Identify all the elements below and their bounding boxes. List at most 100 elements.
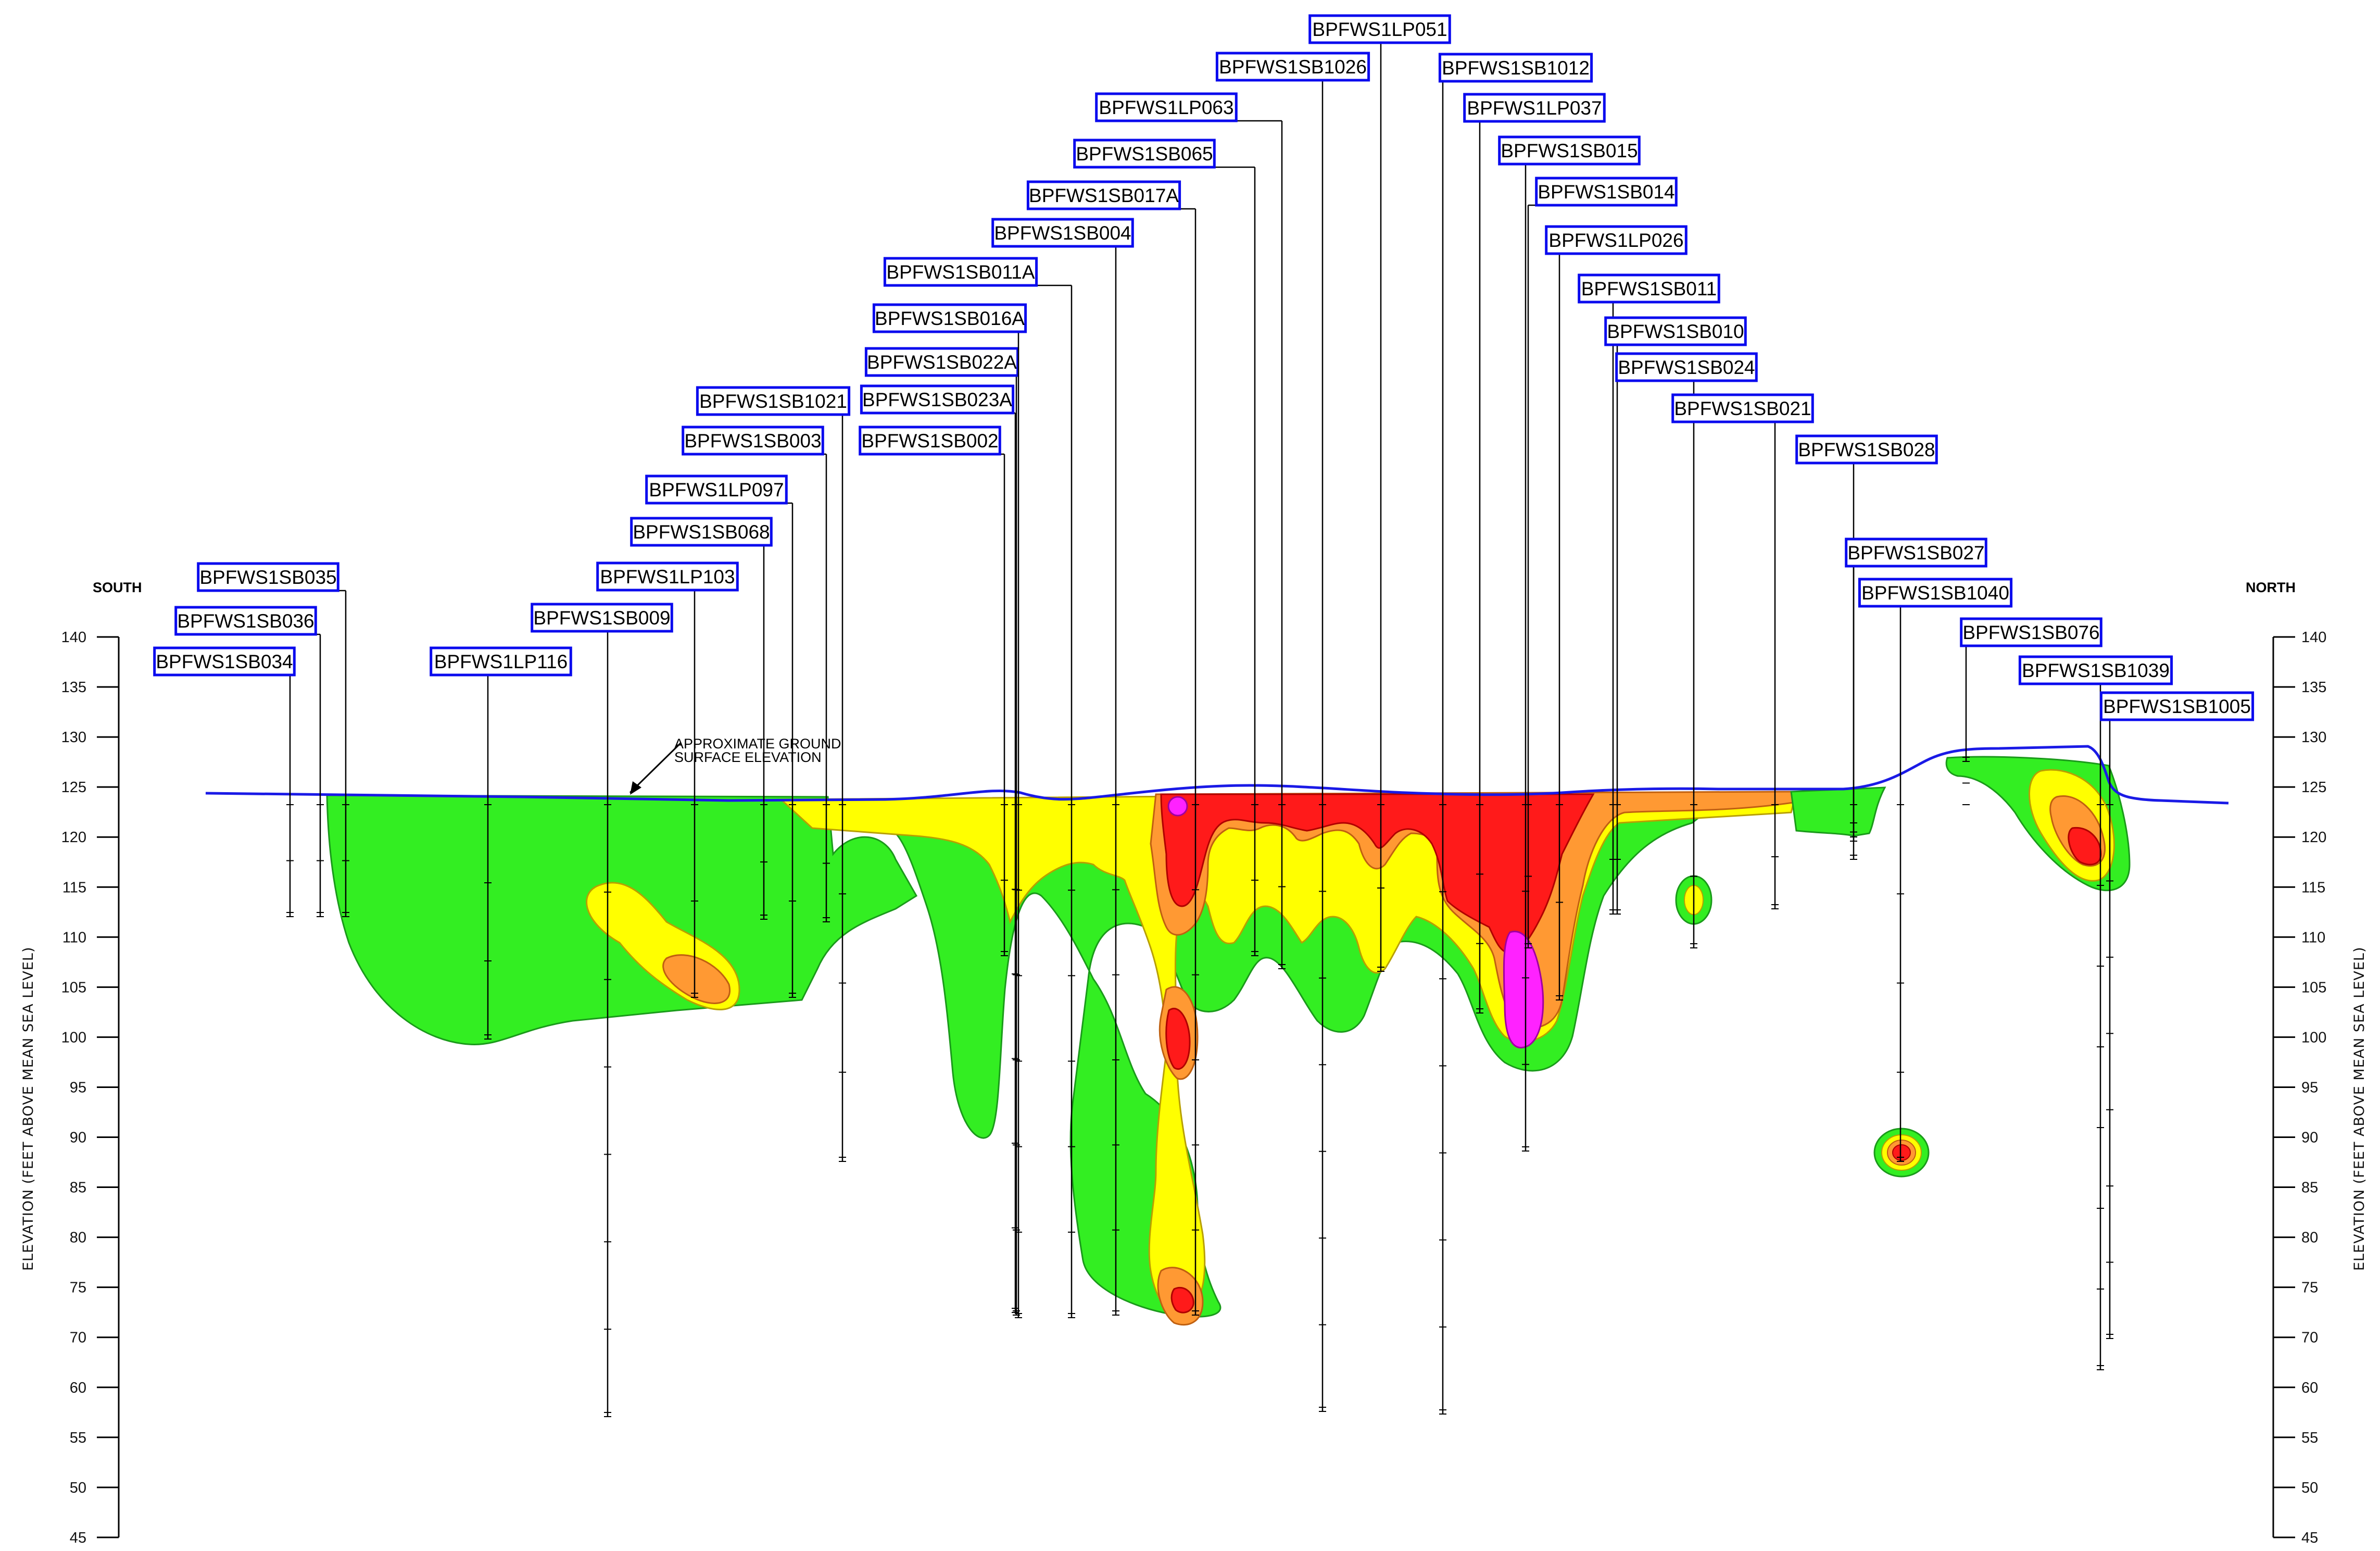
boring-label-box (645, 474, 788, 505)
boring-label: BPFWS1SB014 (1538, 181, 1674, 203)
boring-label: BPFWS1SB002 (861, 430, 998, 452)
boring-label: BPFWS1LP097 (649, 479, 784, 501)
boring-label-box (153, 646, 296, 677)
boring-bpfws1sb021: BPFWS1SB021 (1671, 393, 1814, 909)
left-tick-label: 130 (61, 729, 86, 746)
boring-bpfws1sb1005: BPFWS1SB1005 (2099, 691, 2255, 1339)
boring-bpfws1sb023a: BPFWS1SB023A (860, 384, 1019, 1313)
left-tick-label: 100 (61, 1029, 86, 1046)
boring-label: BPFWS1SB036 (177, 610, 314, 632)
boring-bpfws1sb016a: BPFWS1SB016A (872, 303, 1027, 1318)
boring-bpfws1sb065: BPFWS1SB065 (1073, 139, 1258, 956)
boring-bpfws1sb1021: BPFWS1SB1021 (696, 386, 851, 1162)
boring-bpfws1sb022a: BPFWS1SB022A (864, 347, 1020, 1316)
left-tick-label: 125 (61, 779, 86, 796)
boring-label-box (1615, 352, 1758, 382)
boring-bpfws1sb1039: BPFWS1SB1039 (2018, 655, 2173, 1370)
zone-red-sb1040 (1892, 1144, 1911, 1161)
contamination-zones (326, 756, 2131, 1326)
ground-note-leader (629, 742, 682, 794)
right-tick-label: 90 (2301, 1130, 2318, 1146)
boring-bpfws1lp051: BPFWS1LP051 (1308, 14, 1451, 972)
boring-label: BPFWS1SB1021 (699, 391, 847, 412)
boring-label: BPFWS1SB010 (1607, 321, 1744, 342)
right-tick-label: 60 (2301, 1380, 2318, 1396)
zone-orange-south (662, 954, 731, 1004)
right-tick-label: 135 (2301, 679, 2326, 696)
left-tick-label: 110 (62, 929, 86, 946)
boring-bpfws1sb002: BPFWS1SB002 (859, 426, 1008, 956)
boring-bpfws1sb1040: BPFWS1SB1040 (1858, 578, 2013, 1162)
boring-label-box (630, 517, 773, 547)
boring-label: BPFWS1SB011 (1581, 278, 1717, 299)
boring-label-box (859, 426, 1001, 456)
boring-label: BPFWS1LP026 (1548, 230, 1683, 251)
left-tick-label: 80 (70, 1230, 86, 1246)
ground-note-line-2: SURFACE ELEVATION (674, 749, 822, 765)
zone-red-north (2068, 827, 2102, 866)
boring-label-box (1545, 225, 1688, 255)
boring-label: BPFWS1SB065 (1076, 143, 1213, 165)
boring-bpfws1sb015: BPFWS1SB015 (1498, 135, 1641, 1152)
ground-note: APPROXIMATE GROUND SURFACE ELEVATION (629, 736, 841, 795)
boring-bpfws1sb014: BPFWS1SB014 (1525, 177, 1678, 948)
boring-label-box (1578, 273, 1720, 304)
left-tick-label: 45 (70, 1530, 86, 1546)
boring-label-box (1845, 537, 1987, 568)
boring-bpfws1sb024: BPFWS1SB024 (1615, 352, 1758, 948)
boring-label-box (1498, 135, 1641, 166)
boring-label: BPFWS1SB1039 (2022, 660, 2170, 681)
boring-bpfws1sb034: BPFWS1SB034 (153, 646, 296, 917)
right-tick-label: 105 (2301, 979, 2326, 996)
boring-bpfws1lp103: BPFWS1LP103 (596, 561, 739, 998)
boring-bpfws1lp063: BPFWS1LP063 (1095, 92, 1286, 969)
left-tick-label: 70 (70, 1330, 86, 1346)
boring-label-box (883, 257, 1038, 287)
boring-bpfws1sb036: BPFWS1SB036 (174, 606, 324, 917)
boring-label: BPFWS1SB016A (875, 308, 1025, 329)
boring-label-box (1960, 617, 2102, 647)
boring-label: BPFWS1SB068 (633, 521, 770, 543)
boring-label-box (1463, 93, 1606, 123)
boring-label: BPFWS1SB035 (199, 567, 336, 588)
boring-bpfws1sb068: BPFWS1SB068 (630, 517, 773, 920)
right-tick-label: 125 (2301, 779, 2326, 796)
left-tick-label: 120 (61, 829, 86, 846)
boring-bpfws1sb011a: BPFWS1SB011A (883, 257, 1075, 1318)
boring-bpfws1sb004: BPFWS1SB004 (991, 218, 1134, 1316)
boring-label: BPFWS1LP103 (600, 566, 735, 587)
boring-label: BPFWS1SB076 (1962, 622, 2099, 643)
boring-label: BPFWS1SB1012 (1442, 57, 1590, 79)
boring-bpfws1sb017a: BPFWS1SB017A (1026, 180, 1199, 1316)
boring-label-box (696, 386, 851, 416)
boring-label-box (197, 562, 339, 592)
boring-label: BPFWS1SB009 (533, 607, 670, 629)
boring-label-box (1858, 578, 2013, 608)
boring-bpfws1sb1012: BPFWS1SB1012 (1438, 53, 1593, 1415)
boring-bpfws1lp037: BPFWS1LP037 (1463, 93, 1606, 1014)
south-label: SOUTH (93, 580, 142, 595)
right-tick-label: 110 (2301, 929, 2325, 946)
boring-label: BPFWS1SB034 (156, 651, 293, 672)
right-tick-label: 130 (2301, 729, 2326, 746)
boring-label: BPFWS1SB017A (1029, 185, 1179, 206)
boring-label-box (872, 303, 1027, 333)
boring-label: BPFWS1SB1040 (1861, 582, 2009, 604)
boring-label: BPFWS1SB1005 (2103, 696, 2251, 717)
boring-label: BPFWS1SB027 (1847, 542, 1984, 564)
boring-bpfws1lp116: BPFWS1LP116 (430, 646, 572, 1040)
boring-bpfws1sb1026: BPFWS1SB1026 (1215, 52, 1370, 1412)
zone-red-central (1160, 793, 1595, 954)
zone-red-bottom (1170, 1286, 1194, 1314)
boring-label-box (1095, 92, 1238, 122)
boring-label: BPFWS1SB1026 (1219, 56, 1367, 78)
boring-bpfws1sb076: BPFWS1SB076 (1960, 617, 2102, 805)
boring-label: BPFWS1LP116 (434, 651, 568, 672)
boring-label: BPFWS1SB004 (994, 222, 1131, 244)
right-tick-label: 95 (2301, 1079, 2318, 1096)
left-tick-label: 135 (61, 679, 86, 696)
left-axis-label: ELEVATION (FEET ABOVE MEAN SEA LEVEL) (20, 947, 36, 1271)
boring-bpfws1sb003: BPFWS1SB003 (682, 426, 830, 922)
right-tick-label: 100 (2301, 1029, 2326, 1046)
boring-bpfws1sb011: BPFWS1SB011 (1578, 273, 1720, 915)
